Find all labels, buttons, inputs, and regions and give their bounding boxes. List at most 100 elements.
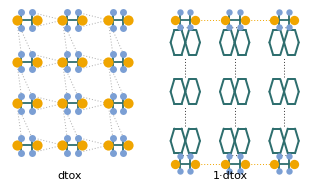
Point — [30, 68, 35, 71]
Point — [75, 68, 80, 71]
Point — [238, 155, 243, 158]
Point — [34, 144, 39, 147]
Point — [106, 102, 111, 105]
Point — [19, 151, 24, 154]
Point — [30, 53, 35, 56]
Point — [126, 60, 131, 63]
Point — [121, 53, 126, 56]
Point — [227, 11, 232, 14]
Point — [75, 11, 80, 14]
Point — [178, 170, 183, 173]
Point — [65, 26, 70, 29]
Point — [227, 155, 232, 158]
Point — [272, 18, 277, 21]
Point — [19, 26, 24, 29]
Point — [14, 19, 19, 22]
Point — [30, 151, 35, 154]
Point — [110, 11, 115, 14]
Point — [34, 19, 39, 22]
Point — [75, 53, 80, 56]
Point — [14, 102, 19, 105]
Point — [110, 151, 115, 154]
Point — [106, 144, 111, 147]
Point — [30, 136, 35, 139]
Point — [287, 11, 292, 14]
Point — [19, 94, 24, 97]
Point — [287, 155, 292, 158]
Point — [121, 68, 126, 71]
Point — [75, 26, 80, 29]
Point — [121, 11, 126, 14]
Point — [287, 170, 292, 173]
Point — [238, 11, 243, 14]
Point — [19, 136, 24, 139]
Point — [178, 11, 183, 14]
Point — [60, 144, 65, 147]
Point — [291, 18, 296, 21]
Point — [75, 136, 80, 139]
Point — [65, 11, 70, 14]
Point — [287, 25, 292, 28]
Point — [110, 26, 115, 29]
Point — [126, 102, 131, 105]
Point — [19, 11, 24, 14]
Point — [30, 26, 35, 29]
Point — [65, 68, 70, 71]
Point — [106, 60, 111, 63]
Point — [34, 102, 39, 105]
Point — [110, 94, 115, 97]
Point — [227, 170, 232, 173]
Point — [80, 144, 85, 147]
Point — [19, 110, 24, 113]
Point — [242, 162, 247, 165]
Point — [178, 25, 183, 28]
Point — [227, 25, 232, 28]
Point — [106, 19, 111, 22]
Point — [19, 53, 24, 56]
Point — [126, 144, 131, 147]
Text: 1·dtox: 1·dtox — [212, 171, 248, 181]
Point — [14, 144, 19, 147]
Point — [75, 110, 80, 113]
Point — [80, 19, 85, 22]
Point — [30, 110, 35, 113]
Point — [222, 18, 227, 21]
Point — [80, 102, 85, 105]
Point — [238, 25, 243, 28]
Point — [30, 94, 35, 97]
Point — [272, 162, 277, 165]
Point — [276, 25, 281, 28]
Point — [238, 170, 243, 173]
Point — [192, 18, 198, 21]
Point — [173, 162, 178, 165]
Point — [178, 155, 183, 158]
Point — [121, 26, 126, 29]
Point — [65, 136, 70, 139]
Point — [110, 136, 115, 139]
Point — [65, 53, 70, 56]
Point — [121, 94, 126, 97]
Point — [30, 11, 35, 14]
Point — [276, 170, 281, 173]
Point — [242, 18, 247, 21]
Point — [75, 94, 80, 97]
Point — [188, 25, 193, 28]
Point — [80, 60, 85, 63]
Point — [188, 155, 193, 158]
Point — [60, 102, 65, 105]
Point — [121, 110, 126, 113]
Point — [222, 162, 227, 165]
Point — [126, 19, 131, 22]
Point — [188, 11, 193, 14]
Point — [75, 151, 80, 154]
Point — [65, 94, 70, 97]
Point — [291, 162, 296, 165]
Point — [19, 68, 24, 71]
Point — [60, 60, 65, 63]
Point — [192, 162, 198, 165]
Point — [188, 170, 193, 173]
Point — [121, 151, 126, 154]
Point — [14, 60, 19, 63]
Point — [173, 18, 178, 21]
Point — [276, 11, 281, 14]
